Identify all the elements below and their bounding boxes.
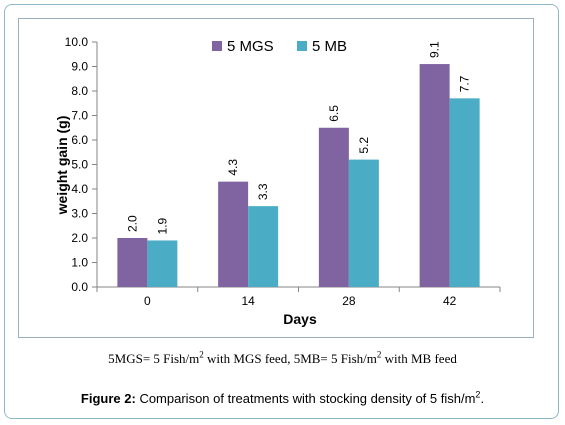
legend-label: 5 MGS: [227, 38, 274, 55]
y-tick-label: 5.0: [71, 158, 88, 172]
bar-5-mb: [147, 240, 178, 287]
bar-5-mgs: [318, 127, 349, 287]
caption-sup: 2: [475, 389, 481, 400]
data-label: 5.2: [357, 137, 371, 154]
note-part3: with MB feed: [381, 351, 457, 366]
data-label: 7.7: [458, 75, 472, 92]
bar-5-mgs: [419, 64, 450, 287]
note-part1: 5MGS= 5 Fish/m: [108, 351, 200, 366]
x-tick-label: 28: [342, 294, 356, 308]
caption-end: .: [480, 391, 485, 406]
y-tick-label: 7.0: [71, 109, 88, 123]
x-axis-title: Days: [283, 311, 317, 327]
data-label: 1.9: [155, 217, 169, 234]
caption-text: Comparison of treatments with stocking d…: [135, 391, 476, 406]
x-tick-label: 14: [241, 294, 255, 308]
y-tick-label: 9.0: [71, 60, 88, 74]
bar-5-mgs: [218, 181, 249, 287]
bar-5-mb: [248, 206, 279, 287]
y-tick-label: 6.0: [71, 133, 88, 147]
note-part2: with MGS feed, 5MB= 5 Fish/m: [203, 351, 377, 366]
data-label: 6.5: [327, 105, 341, 122]
y-tick-label: 0.0: [71, 280, 88, 294]
figure-caption: Figure 2: Comparison of treatments with …: [0, 389, 565, 406]
y-tick-label: 3.0: [71, 207, 88, 221]
chart-note: 5MGS= 5 Fish/m2 with MGS feed, 5MB= 5 Fi…: [0, 349, 565, 367]
bar-5-mb: [348, 159, 379, 287]
y-tick-label: 2.0: [71, 231, 88, 245]
legend-swatch: [297, 41, 307, 51]
y-tick-label: 4.0: [71, 182, 88, 196]
x-tick-label: 42: [443, 294, 457, 308]
note-sup1: 2: [199, 349, 204, 360]
caption-label: Figure 2:: [80, 391, 136, 406]
legend-label: 5 MB: [312, 38, 347, 55]
legend-swatch: [212, 41, 222, 51]
y-tick-label: 8.0: [71, 84, 88, 98]
bar-5-mgs: [117, 238, 148, 287]
data-label: 3.3: [256, 183, 270, 200]
data-label: 9.1: [428, 41, 442, 58]
bar-chart: 0.0 1.0 2.0 3.0 4.0 5.0 6.0 7.0 8.0 9.0 10.0 0 14 28 4…: [54, 35, 501, 327]
note-sup2: 2: [376, 349, 382, 360]
x-tick-label: 0: [144, 294, 151, 308]
y-tick-label: 10.0: [65, 35, 89, 49]
bar-5-mb: [449, 98, 480, 287]
y-tick-label: 1.0: [71, 256, 88, 270]
data-label: 2.0: [125, 215, 139, 232]
y-axis-title: weight gain (g): [54, 116, 70, 216]
data-label: 4.3: [226, 159, 240, 176]
